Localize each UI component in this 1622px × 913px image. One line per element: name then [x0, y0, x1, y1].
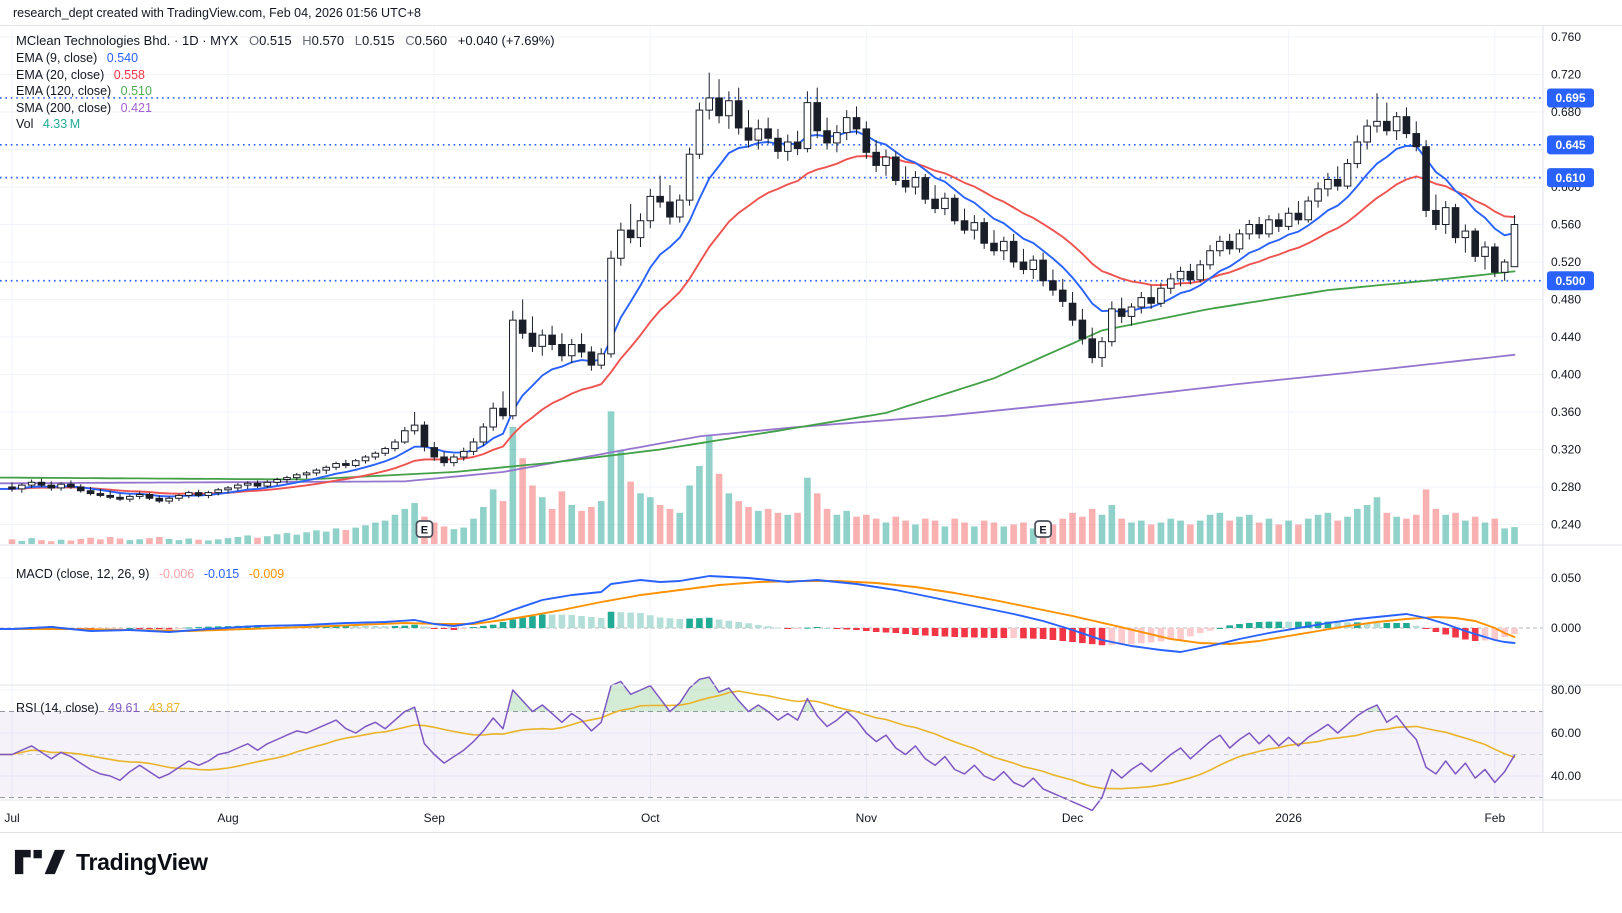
sma200-value: 0.421	[120, 100, 152, 115]
earnings-badge[interactable]: E	[1034, 520, 1052, 538]
svg-text:80.00: 80.00	[1551, 683, 1581, 697]
macd-layer	[0, 575, 1543, 653]
indicator-legend-ema120[interactable]: EMA (120, close) 0.510	[16, 84, 152, 98]
svg-text:2026: 2026	[1275, 811, 1302, 825]
svg-text:0.000: 0.000	[1551, 621, 1581, 635]
svg-text:0.720: 0.720	[1551, 68, 1581, 82]
indicator-legend-rsi[interactable]: RSI (14, close) 49.61 43.87	[16, 701, 181, 715]
svg-text:0.500: 0.500	[1555, 274, 1585, 288]
macd-signal-value: -0.009	[248, 567, 285, 581]
tradingview-logo[interactable]: TradingView	[14, 845, 208, 879]
svg-text:Jul: Jul	[4, 811, 19, 825]
svg-text:0.400: 0.400	[1551, 368, 1581, 382]
indicator-legend-vol[interactable]: Vol 4.33 M	[16, 117, 81, 131]
svg-text:0.560: 0.560	[1551, 218, 1581, 232]
svg-text:60.00: 60.00	[1551, 726, 1581, 740]
chart-canvas[interactable]: EE0.7600.7200.6800.6400.6000.5600.5200.4…	[0, 25, 1622, 833]
attribution-text: research_dept created with TradingView.c…	[13, 6, 421, 20]
ma-overlays-layer	[0, 130, 1516, 498]
tradingview-brand-text: TradingView	[76, 848, 208, 875]
indicator-legend-ema20[interactable]: EMA (20, close) 0.558	[16, 67, 145, 82]
svg-text:Nov: Nov	[856, 811, 877, 825]
close-label: C	[405, 33, 415, 48]
svg-text:40.00: 40.00	[1551, 769, 1581, 783]
price-alert-badge: 0.610	[1547, 168, 1594, 188]
grid-layer	[0, 29, 1543, 800]
open-label: O	[248, 33, 260, 48]
svg-text:0.440: 0.440	[1551, 330, 1581, 344]
svg-text:0.610: 0.610	[1555, 171, 1585, 185]
price-axis[interactable]: 0.7600.7200.6800.6400.6000.5600.5200.480…	[1547, 30, 1594, 783]
symbol-legend[interactable]: MClean Technologies Bhd. · 1D · MYX O0.5…	[16, 33, 555, 49]
high-value: 0.570	[311, 33, 345, 48]
macd-hist-value: -0.006	[158, 567, 195, 581]
panel-separators	[0, 25, 1622, 833]
svg-text:Dec: Dec	[1062, 811, 1083, 825]
ema120-value: 0.510	[120, 84, 152, 98]
time-axis[interactable]: Jul Aug Sep Oct Nov Dec 2026 Feb	[4, 811, 1505, 825]
indicator-legend-ema9[interactable]: EMA (9, close) 0.540	[16, 51, 139, 65]
svg-text:0.520: 0.520	[1551, 255, 1581, 269]
svg-text:0.680: 0.680	[1551, 105, 1581, 119]
svg-text:0.280: 0.280	[1551, 480, 1581, 494]
tradingview-logo-mark	[14, 849, 66, 875]
svg-text:E: E	[1039, 525, 1046, 537]
svg-text:0.760: 0.760	[1551, 30, 1581, 44]
low-label: L	[354, 33, 363, 48]
earnings-badge[interactable]: E	[415, 520, 434, 538]
rsi-value: 49.61	[108, 701, 140, 715]
chart-area: EE0.7600.7200.6800.6400.6000.5600.5200.4…	[0, 25, 1622, 833]
change-value: +0.040 (+7.69%)	[457, 33, 555, 48]
footer: TradingView	[0, 833, 1622, 913]
svg-text:0.695: 0.695	[1555, 91, 1585, 105]
svg-text:0.050: 0.050	[1551, 571, 1581, 585]
svg-text:0.360: 0.360	[1551, 405, 1581, 419]
symbol-title: MClean Technologies Bhd. · 1D · MYX	[16, 33, 239, 48]
indicator-legend-sma200[interactable]: SMA (200, close) 0.421	[16, 100, 152, 115]
svg-text:0.645: 0.645	[1555, 138, 1585, 152]
ema9-value: 0.540	[106, 51, 139, 65]
rsi-ma-value: 43.87	[148, 701, 181, 715]
open-value: 0.515	[259, 33, 292, 48]
indicator-legend-macd[interactable]: MACD (close, 12, 26, 9) -0.006 -0.015 -0…	[16, 567, 285, 581]
price-alert-badge: 0.695	[1547, 88, 1594, 108]
rsi-layer	[0, 676, 1543, 812]
svg-text:0.240: 0.240	[1551, 518, 1581, 532]
svg-text:0.320: 0.320	[1551, 443, 1581, 457]
close-value: 0.560	[414, 33, 448, 48]
svg-text:Sep: Sep	[424, 811, 446, 825]
svg-text:Oct: Oct	[641, 811, 660, 825]
macd-lines	[0, 575, 1516, 653]
ema20-value: 0.558	[113, 67, 145, 82]
volume-layer	[8, 411, 1518, 544]
high-label: H	[302, 33, 312, 48]
macd-line-value: -0.015	[203, 567, 240, 581]
svg-text:Aug: Aug	[217, 811, 238, 825]
svg-text:E: E	[421, 525, 428, 537]
price-alert-badge: 0.500	[1547, 271, 1594, 291]
price-alert-badge: 0.645	[1547, 135, 1594, 155]
alert-lines-layer	[0, 97, 1543, 282]
svg-text:Feb: Feb	[1484, 811, 1505, 825]
candles-layer	[8, 72, 1519, 504]
low-value: 0.515	[362, 33, 395, 48]
svg-text:0.480: 0.480	[1551, 293, 1581, 307]
vol-value: 4.33 M	[42, 117, 81, 131]
